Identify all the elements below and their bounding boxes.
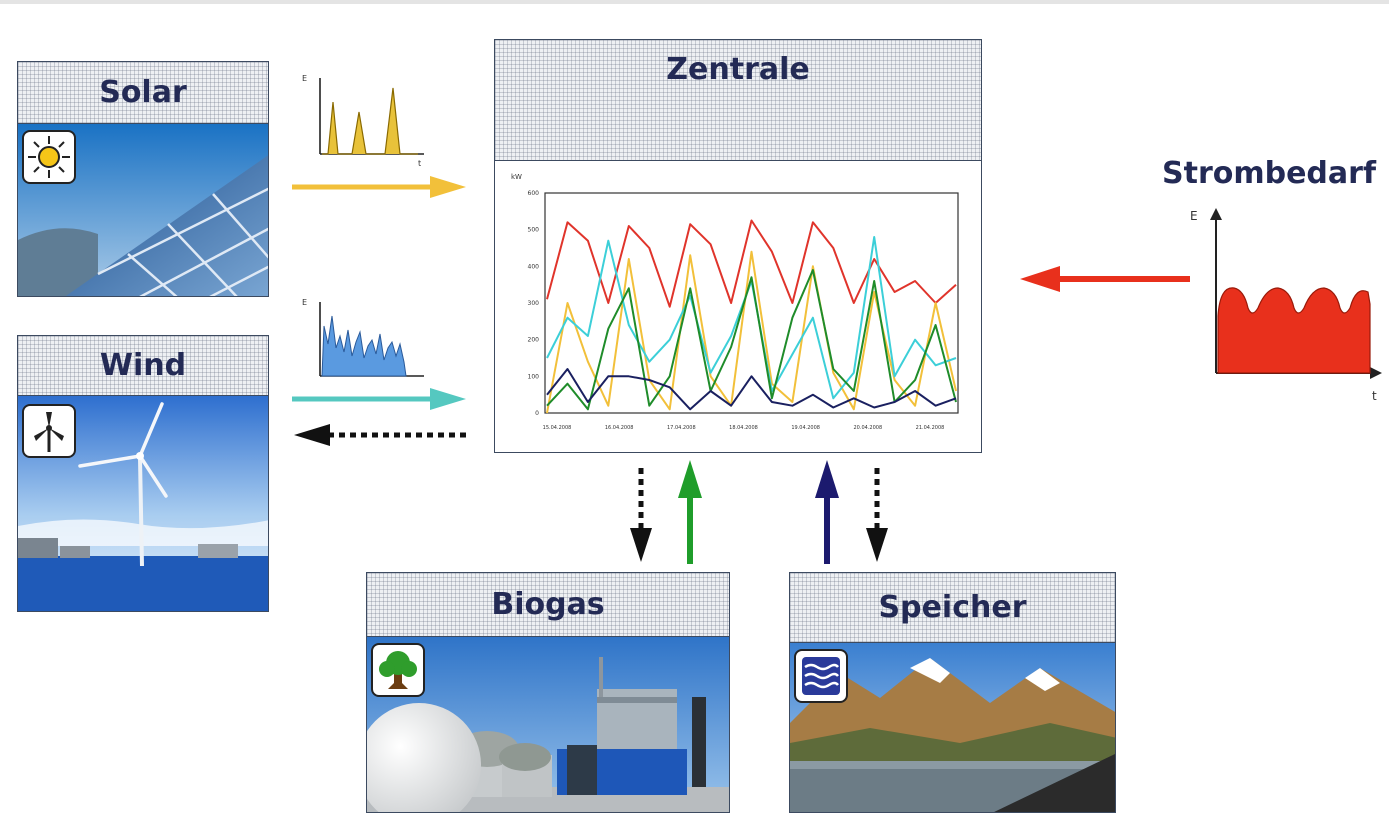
wind-turbine-icon [22, 404, 76, 458]
chart-y-tick-6: 600 [528, 190, 540, 197]
strombedarf-to-zentrale-arrow [1020, 266, 1190, 292]
chart-series-line-0 [546, 219, 957, 308]
tree-icon [371, 643, 425, 697]
chart-y-tick-3: 300 [528, 300, 540, 307]
biogas-title: Biogas [367, 573, 729, 637]
chart-y-tick-0: 0 [535, 410, 539, 417]
sun-icon [22, 130, 76, 184]
zentrale-power-chart: kW 0 100 200 300 400 500 600 15.04.2008 16.04.2… [511, 173, 959, 431]
demand-axis-x: t [1372, 389, 1377, 403]
speicher-to-zentrale-arrow [815, 460, 839, 564]
wind-card: Wind [17, 335, 269, 612]
chart-y-tick-5: 500 [528, 227, 540, 234]
wind-mini-axis-y: E [302, 298, 307, 307]
solar-panel-photo [18, 124, 268, 296]
zentrale-title: Zentrale [495, 40, 981, 161]
zentrale-to-biogas-control-arrow [630, 468, 652, 562]
solar-mini-axis-y: E [302, 74, 307, 83]
chart-y-tick-4: 400 [528, 263, 540, 270]
wind-turbine-photo [18, 396, 268, 611]
chart-series-line-3 [546, 269, 957, 411]
speicher-title: Speicher [790, 573, 1115, 643]
zentrale-to-speicher-control-arrow [866, 468, 888, 562]
solar-mini-chart: E t [302, 74, 424, 168]
chart-x-tick-4: 19.04.2008 [791, 425, 820, 431]
wind-mini-chart: E [302, 298, 424, 377]
chart-series-line-4 [546, 368, 957, 411]
chart-y-tick-2: 200 [528, 337, 540, 344]
chart-ylabel: kW [511, 173, 522, 181]
chart-x-tick-6: 21.04.2008 [916, 425, 945, 431]
solar-mini-axis-x: t [418, 159, 421, 168]
solar-to-zentrale-arrow [292, 176, 466, 198]
chart-y-tick-1: 100 [528, 373, 540, 380]
top-bar [0, 0, 1389, 4]
chart-x-tick-5: 20.04.2008 [854, 425, 883, 431]
chart-x-tick-1: 16.04.2008 [605, 425, 634, 431]
biogas-card: Biogas [366, 572, 730, 813]
biogas-to-zentrale-arrow [678, 460, 702, 564]
water-waves-icon [794, 649, 848, 703]
zentrale-card: Zentrale kW 0 100 200 300 400 500 600 15.04.20… [494, 39, 982, 453]
strombedarf-demand-chart: E t [1190, 208, 1382, 403]
wind-to-zentrale-arrow [292, 388, 466, 410]
wind-title: Wind [18, 336, 268, 396]
chart-x-tick-2: 17.04.2008 [667, 425, 696, 431]
solar-title: Solar [18, 62, 268, 124]
speicher-card: Speicher [789, 572, 1116, 813]
biogas-plant-photo [367, 637, 729, 812]
solar-card: Solar [17, 61, 269, 297]
demand-axis-y: E [1190, 209, 1198, 223]
chart-series-line-1 [546, 250, 957, 414]
chart-x-tick-0: 15.04.2008 [543, 425, 572, 431]
zentrale-to-wind-control-arrow [294, 424, 466, 446]
chart-x-tick-3: 18.04.2008 [729, 425, 758, 431]
strombedarf-label: Strombedarf [1162, 156, 1376, 191]
